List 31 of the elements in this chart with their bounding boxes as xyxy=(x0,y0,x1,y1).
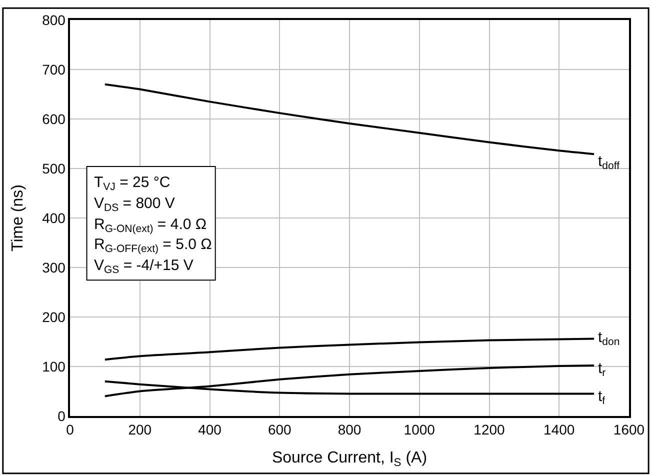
x-tick-label: 1000 xyxy=(404,422,436,438)
annotation: V$_{DS}$ = 800 V xyxy=(94,195,175,214)
x-tick-label: 200 xyxy=(128,422,152,438)
series-label: t$_{r}$ xyxy=(598,360,606,380)
x-axis-title: Source Current, I$_{S}$ (A) xyxy=(272,450,428,470)
y-tick-label: 500 xyxy=(42,160,66,176)
y-tick-label: 800 xyxy=(42,12,66,28)
y-tick-label: 600 xyxy=(42,110,66,127)
x-tick-label: 1200 xyxy=(474,422,506,438)
line-series xyxy=(104,83,596,156)
series-label: t$_{don}$ xyxy=(598,329,620,348)
y-tick-label: 300 xyxy=(42,259,66,276)
y-axis-title: Time (ns) xyxy=(9,184,26,252)
y-tick-label: 700 xyxy=(42,61,66,78)
x-tick-label: 1600 xyxy=(613,422,645,438)
series-label: t$_{doff}$ xyxy=(598,153,620,172)
y-tick-label: 0 xyxy=(58,408,66,424)
x-tick-label: 800 xyxy=(338,422,362,438)
x-tick-label: 400 xyxy=(198,422,222,438)
y-tick-label: 200 xyxy=(42,308,66,325)
line-series xyxy=(104,364,596,398)
annotation: T$_{VJ}$ = 25 °C xyxy=(94,174,170,194)
line-series xyxy=(104,338,596,361)
y-tick-label: 400 xyxy=(42,210,66,226)
annotation: V$_{GS}$ = -4/+15 V xyxy=(94,257,194,276)
y-tick-label: 100 xyxy=(42,358,66,374)
x-tick-label: 1400 xyxy=(544,422,575,438)
annotation: R$_{G-ON(ext)}$ = 4.0 Ω xyxy=(94,216,207,236)
annotation: R$_{G-OFF(ext)}$ = 5.0 Ω xyxy=(94,236,212,256)
series-label: t$_{f}$ xyxy=(598,388,606,408)
x-tick-label: 600 xyxy=(268,422,292,438)
